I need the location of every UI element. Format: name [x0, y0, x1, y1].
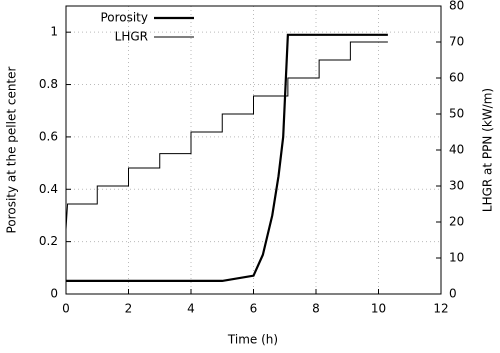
- y-tick-label: 0: [50, 287, 58, 301]
- y2-tick-label: 40: [449, 143, 464, 157]
- y2-tick-label: 10: [449, 251, 464, 265]
- x-tick-label: 4: [187, 302, 195, 316]
- legend-label: Porosity: [100, 11, 148, 25]
- y-axis-label: Porosity at the pellet center: [5, 66, 19, 233]
- x-tick-label: 10: [371, 302, 386, 316]
- x-tick-label: 2: [125, 302, 133, 316]
- y-tick-label: 0.2: [39, 234, 58, 248]
- y-tick-label: 0.6: [39, 129, 58, 143]
- y2-tick-label: 70: [449, 35, 464, 49]
- x-axis-label: Time (h): [227, 333, 278, 347]
- x-tick-label: 0: [62, 302, 70, 316]
- x-tick-label: 8: [312, 302, 320, 316]
- y2-tick-label: 0: [449, 287, 457, 301]
- plot-frame: [65, 5, 442, 295]
- y2-tick-label: 50: [449, 107, 464, 121]
- x-tick-label: 6: [250, 302, 258, 316]
- y2-tick-label: 20: [449, 215, 464, 229]
- y2-tick-label: 80: [449, 0, 464, 13]
- x-tick-label: 12: [433, 302, 448, 316]
- y2-axis-label: LHGR at PPN (kW/m): [481, 88, 495, 212]
- y-tick-label: 0.8: [39, 77, 58, 91]
- y2-tick-label: 30: [449, 179, 464, 193]
- line: [66, 33, 388, 283]
- legend-label: LHGR: [115, 30, 148, 44]
- line: [65, 41, 388, 230]
- y2-tick-label: 60: [449, 71, 464, 85]
- y-tick-label: 1: [50, 25, 58, 39]
- y-tick-label: 0.4: [39, 182, 58, 196]
